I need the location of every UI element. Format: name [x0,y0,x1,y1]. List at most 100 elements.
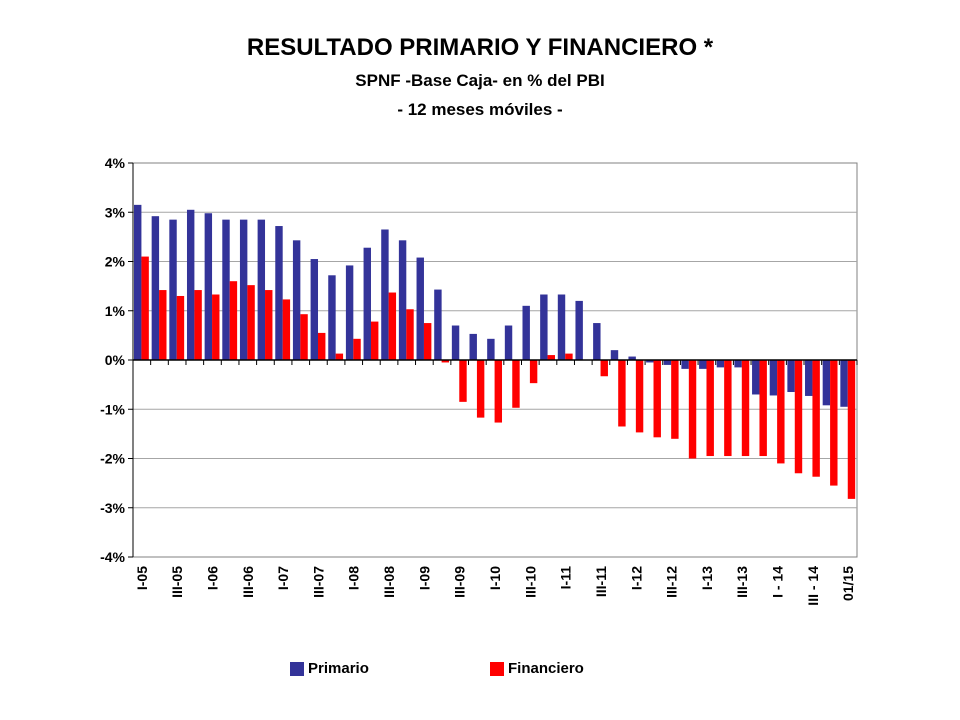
bar-primario [345,265,354,360]
bar-primario [716,360,725,368]
bar-primario [469,333,477,360]
bar-primario [169,219,177,360]
chart-title: RESULTADO PRIMARIO Y FINANCIERO * [246,34,714,61]
bar-financiero [512,360,520,408]
legend-label-primario: Primario [308,660,369,677]
bar-primario [805,360,813,396]
x-tick-label: III-13 [734,566,750,598]
bar-primario [575,300,583,360]
bar-financiero [441,360,450,363]
bar-primario [434,289,442,360]
bar-financiero [724,360,732,457]
chart-subtitle: SPNF -Base Caja- en % del PBI [355,71,605,90]
x-tick-label: I-07 [275,566,291,590]
bar-financiero [565,353,573,360]
y-tick-label: 3% [105,204,126,220]
bar-financiero [777,360,785,464]
bar-financiero [794,360,803,474]
bar-financiero [282,299,291,360]
bar-financiero [229,281,238,360]
bar-primario [840,360,848,407]
x-tick-label: I-08 [346,566,362,590]
bar-primario [451,325,460,360]
bar-financiero [459,360,467,402]
bar-financiero [318,332,326,360]
bar-financiero [741,360,750,457]
bar-primario [540,294,548,360]
bar-primario [646,360,654,363]
bar-primario [134,204,142,360]
bar-primario [398,240,407,360]
bar-financiero [141,256,149,360]
bar-primario [151,216,160,360]
y-tick-label: -1% [100,401,125,417]
x-tick-label: III-07 [310,566,326,598]
bar-primario [239,219,248,360]
bar-financiero [635,360,644,433]
bar-primario [310,259,319,360]
bar-financiero [335,353,344,360]
bar-financiero [653,360,661,438]
bar-primario [363,247,371,360]
y-tick-label: 1% [105,303,126,319]
bar-primario [328,275,336,360]
bar-financiero [406,309,414,360]
y-tick-label: 0% [105,352,126,368]
x-tick-label: III-08 [381,566,397,598]
bar-financiero [159,290,167,360]
bar-financiero [671,360,679,439]
y-tick-label: -4% [100,549,125,565]
bar-primario [628,356,636,360]
bar-financiero [688,360,697,459]
bar-financiero [370,321,379,360]
y-tick-label: -3% [100,500,125,516]
legend-item-primario: Primario [290,660,369,677]
bar-financiero [423,323,432,360]
bar-financiero [353,338,361,360]
x-tick-label: I-06 [205,566,221,590]
bar-financiero [759,360,767,457]
legend-swatch-primario [290,661,304,676]
x-tick-label: 01/15 [840,566,856,601]
bar-financiero [247,285,255,360]
bar-financiero [812,360,820,477]
bar-primario [822,360,831,406]
bar-primario [734,360,742,368]
bar-primario [186,209,195,360]
bar-primario [769,360,778,396]
x-tick-label: III-12 [664,566,680,598]
x-tick-label: I - 14 [770,566,786,598]
bar-financiero [830,360,838,486]
bar-primario [381,229,389,360]
bar-primario [699,360,707,369]
x-tick-labels: I-05 III-05 I-06 III-06 I-07 III-07 I-08 III-08… [134,566,856,606]
chart-subtitle-2: - 12 meses móviles - [397,100,563,119]
bar-financiero [547,355,555,360]
bar-financiero [618,360,626,427]
bar-financiero [476,360,485,418]
bar-financiero [706,360,714,457]
bar-financiero [176,295,185,360]
x-tick-label: III-09 [452,566,468,598]
x-tick-label: I-11 [558,566,574,590]
x-tick-label: I-13 [699,566,715,590]
bar-primario [275,226,283,360]
bar-primario [610,350,619,360]
y-tick-label: 2% [105,254,126,270]
legend-label-financiero: Financiero [508,660,584,677]
x-tick-label: III-10 [522,566,538,598]
bar-primario [416,257,424,360]
x-tick-label: I-05 [134,566,150,590]
bar-financiero [529,360,538,384]
bar-series [134,204,856,499]
x-tick-label: I-10 [487,566,503,590]
x-tick-label: I-09 [416,566,432,590]
bar-primario [292,240,301,360]
bar-primario [522,305,530,360]
bar-financiero [388,292,397,360]
bar-primario [257,219,266,360]
bar-financiero [194,290,202,360]
x-tick-label: III-11 [593,566,609,597]
bar-primario [504,325,513,360]
